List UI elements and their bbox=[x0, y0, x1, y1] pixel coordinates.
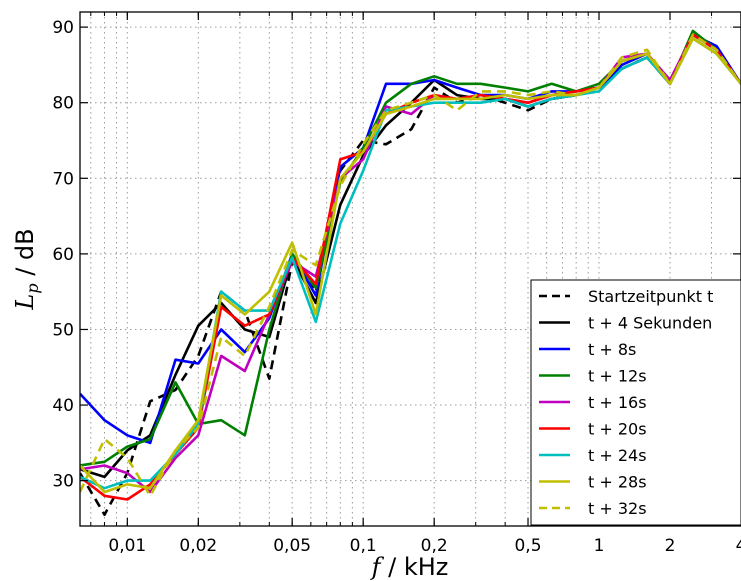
legend-label: t + 32s bbox=[588, 499, 647, 518]
series-layer bbox=[80, 29, 741, 517]
svg-text:Lp / dB: Lp / dB bbox=[11, 228, 42, 310]
svg-text:f / kHz: f / kHz bbox=[370, 553, 449, 581]
legend-label: t + 24s bbox=[588, 446, 647, 465]
y-tick-label: 70 bbox=[52, 169, 74, 189]
y-axis-label-var: L bbox=[11, 294, 39, 311]
x-tick-label: 0,2 bbox=[421, 536, 448, 556]
plot-frame bbox=[79, 11, 741, 527]
tick-labels: 0,01 0,02 0,05 0,1 0,2 0,5 1 2 4 30 40 50 60 70 80 90 bbox=[52, 18, 741, 556]
legend-label: t + 20s bbox=[588, 420, 647, 439]
x-tick-label: 4 bbox=[736, 536, 741, 556]
x-axis-label: f / kHz bbox=[370, 553, 449, 581]
y-axis-label: Lp / dB bbox=[11, 228, 42, 310]
y-tick-label: 30 bbox=[52, 472, 74, 492]
y-tick-label: 40 bbox=[52, 396, 74, 416]
legend-label: t + 4 Sekunden bbox=[588, 314, 712, 333]
series-line bbox=[80, 33, 741, 517]
x-tick-label: 0,01 bbox=[108, 536, 146, 556]
x-tick-label: 0,5 bbox=[514, 536, 541, 556]
legend-label: t + 12s bbox=[588, 367, 647, 386]
legend-label: Startzeitpunkt t bbox=[588, 287, 713, 306]
x-tick-label: 0,1 bbox=[350, 536, 377, 556]
y-axis-label-sub: p bbox=[23, 283, 42, 293]
series-line bbox=[80, 33, 741, 498]
legend-label: t + 28s bbox=[588, 473, 647, 492]
y-tick-label: 90 bbox=[52, 18, 74, 38]
x-tick-label: 2 bbox=[665, 536, 676, 556]
legend-label: t + 8s bbox=[588, 340, 636, 359]
x-tick-label: 1 bbox=[594, 536, 605, 556]
legend: Startzeitpunkt t t + 4 Sekunden t + 8s t + … bbox=[530, 279, 741, 526]
x-tick-label: 0,05 bbox=[273, 536, 311, 556]
x-axis-label-unit: / kHz bbox=[381, 553, 449, 581]
y-tick-label: 60 bbox=[52, 245, 74, 265]
series-line bbox=[80, 37, 741, 494]
y-axis-label-unit: / dB bbox=[11, 228, 39, 283]
x-tick-label: 0,02 bbox=[179, 536, 217, 556]
y-tick-label: 50 bbox=[52, 320, 74, 340]
y-tick-label: 80 bbox=[52, 94, 74, 114]
legend-label: t + 16s bbox=[588, 393, 647, 412]
